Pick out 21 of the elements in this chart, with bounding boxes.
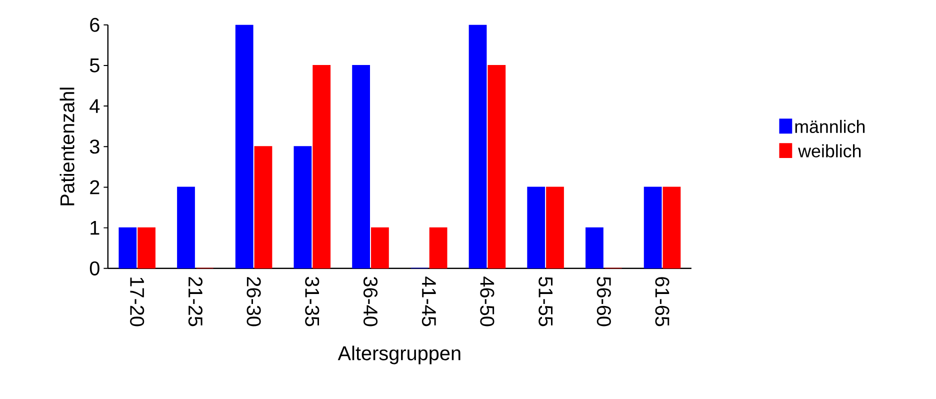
y-axis-title: Patientenzahl: [60, 88, 74, 206]
y-tick-label: 0: [90, 262, 100, 276]
x-tick-label: 41-45: [422, 276, 436, 326]
y-tick-label: 4: [90, 99, 100, 114]
legend-label: männlich: [795, 120, 865, 134]
x-tick-label: 61-65: [655, 277, 670, 326]
y-tick-label: 5: [90, 58, 100, 73]
x-tick-label: 51-55: [538, 277, 553, 326]
x-tick-label: 21-25: [188, 277, 202, 326]
x-tick-label: 46-50: [480, 276, 494, 326]
y-tick-label: 3: [90, 140, 100, 154]
x-tick-label: 26-30: [246, 277, 261, 326]
x-tick-label: 36-40: [363, 277, 378, 326]
x-tick-label: 31-35: [305, 277, 320, 326]
y-tick-label: 6: [90, 18, 100, 32]
y-tick-label: 1: [90, 221, 100, 235]
legend-label: weiblich: [798, 144, 861, 158]
x-tick-label: 56-60: [596, 277, 611, 326]
y-tick-label: 2: [90, 180, 100, 194]
x-axis-title: Altersgruppen: [338, 346, 460, 364]
x-tick-label: 17-20: [130, 278, 144, 326]
